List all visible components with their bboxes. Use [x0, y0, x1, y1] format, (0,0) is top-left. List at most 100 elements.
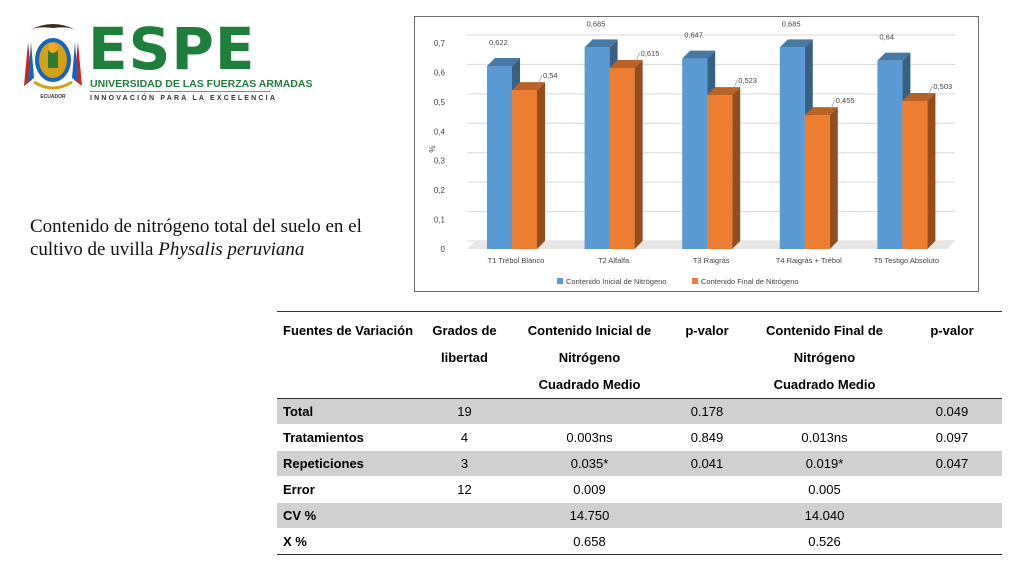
bar: [487, 65, 512, 249]
data-label: 0,455: [836, 96, 855, 105]
bar: [682, 58, 708, 250]
y-tick-label: 0,4: [434, 127, 446, 136]
data-label-leader: [830, 99, 836, 110]
x-tick-label: T1 Trébol Blanco: [488, 256, 545, 265]
source-cell: Tratamientos: [277, 424, 417, 451]
col-header-line: p-valor: [685, 323, 729, 338]
bar-top: [877, 52, 911, 61]
bar-side: [927, 92, 936, 249]
df-cell: 4: [417, 424, 512, 451]
bar-side: [829, 107, 838, 249]
final-pvalue-cell: 0.049: [902, 398, 1002, 425]
col-header-line: Cuadrado Medio: [773, 377, 876, 392]
y-tick-label: 0,7: [434, 39, 446, 48]
data-label-leader: [928, 85, 933, 96]
col-header-line: p-valor: [930, 323, 974, 338]
col-header-line: libertad: [441, 350, 488, 365]
x-tick-label: T2 Alfalfa: [598, 256, 630, 265]
y-tick-label: 0,6: [434, 68, 446, 77]
bar: [584, 47, 610, 250]
y-axis-label: %: [428, 145, 437, 152]
data-label: 0,54: [543, 71, 558, 80]
x-tick-label: T3 Raigrás: [693, 256, 730, 265]
initial-ms-cell: [512, 398, 667, 425]
bar: [877, 60, 903, 250]
col-header-line: Contenido Inicial de: [527, 323, 652, 338]
initial-pvalue-cell: 0.849: [667, 424, 747, 451]
x-tick-label: T5 Testigo Absoluto: [874, 256, 939, 265]
col-header-line: Fuentes de Variación: [283, 323, 414, 338]
bar: [804, 115, 830, 249]
bar-side: [537, 82, 545, 249]
bar-top: [682, 50, 716, 59]
caption-species: Physalis peruviana: [158, 239, 305, 260]
final-pvalue-cell: [902, 502, 1002, 529]
initial-pvalue-cell: [667, 476, 747, 503]
y-tick-label: 0,2: [434, 186, 446, 195]
legend-swatch: [557, 278, 563, 284]
slide-caption: Contenido de nitrógeno total del suelo e…: [30, 215, 400, 261]
y-tick-label: 0,5: [434, 98, 446, 107]
ecuador-coat-of-arms-icon: [24, 24, 82, 90]
final-ms-cell: 0.013ns: [747, 424, 902, 451]
table-row: Error 12 0.009 0.005: [277, 476, 1002, 503]
bar-top: [609, 60, 643, 69]
source-cell: Total: [277, 398, 417, 425]
col-header-final-pvalue: p-valor: [902, 311, 1002, 399]
data-label: 0,622: [489, 38, 508, 47]
bar: [609, 68, 635, 249]
final-pvalue-cell: 0.097: [902, 424, 1002, 451]
brand-subtitle: UNIVERSIDAD DE LAS FUERZAS ARMADAS: [90, 78, 313, 90]
table-row: CV % 14.750 14.040: [277, 502, 1002, 529]
col-header-line: Cuadrado Medio: [538, 377, 641, 392]
seal-caption: ECUADOR: [40, 94, 66, 100]
table-row: Total 19 0.178 0.049: [277, 398, 1002, 425]
espe-logo: ECUADOR ESPE UNIVERSIDAD DE LAS FUERZAS …: [22, 18, 312, 108]
col-header-df: Grados de libertad: [417, 311, 512, 399]
table-row: X % 0.658 0.526: [277, 528, 1002, 555]
df-cell: 12: [417, 476, 512, 503]
table-header-row: Fuentes de Variación Grados de libertad …: [277, 311, 1002, 399]
initial-ms-cell: 0.009: [512, 476, 667, 503]
df-cell: 19: [417, 398, 512, 425]
initial-pvalue-cell: [667, 528, 747, 555]
final-pvalue-cell: 0.047: [902, 450, 1002, 477]
data-label: 0,615: [641, 49, 660, 58]
final-ms-cell: [747, 398, 902, 425]
source-cell: X %: [277, 528, 417, 555]
col-header-line: Nitrógeno: [558, 350, 621, 365]
bar-top: [512, 82, 545, 91]
df-cell: 3: [417, 450, 512, 477]
bar: [707, 95, 733, 250]
bar-side: [634, 60, 643, 250]
initial-pvalue-cell: 0.041: [667, 450, 747, 477]
df-cell: [417, 502, 512, 529]
initial-ms-cell: 0.003ns: [512, 424, 667, 451]
chart-canvas: 0 0,1 0,2 0,3 0,4 0,5 0,6 0,7% 0,622 0,54 T1 Trébo…: [428, 19, 955, 286]
bar-side: [732, 87, 741, 250]
df-cell: [417, 528, 512, 555]
bar: [779, 47, 805, 250]
bar-top: [707, 87, 741, 96]
bar-top: [902, 92, 936, 101]
initial-ms-cell: 0.035*: [512, 450, 667, 477]
legend-label: Contenido Final de Nitrógeno: [701, 277, 799, 286]
anova-table: Fuentes de Variación Grados de libertad …: [277, 311, 1002, 555]
nitrogen-chart: 0 0,1 0,2 0,3 0,4 0,5 0,6 0,7% 0,622 0,54 T1 Trébo…: [414, 16, 979, 292]
col-header-line: Grados de: [432, 323, 497, 338]
bar-top: [487, 57, 520, 66]
y-tick-label: 0,3: [434, 157, 446, 166]
data-label: 0,647: [684, 31, 703, 40]
data-label: 0,64: [879, 33, 894, 42]
col-header-initial-pvalue: p-valor: [667, 311, 747, 399]
final-ms-cell: 0.019*: [747, 450, 902, 477]
legend-swatch: [692, 278, 698, 284]
data-label: 0,523: [738, 76, 757, 85]
data-label: 0,503: [933, 82, 952, 91]
y-tick-label: 0: [441, 245, 446, 254]
table-row: Tratamientos 4 0.003ns 0.849 0.013ns 0.0…: [277, 424, 1002, 451]
legend-label: Contenido Inicial de Nitrógeno: [566, 277, 666, 286]
data-label-leader: [732, 79, 738, 90]
initial-pvalue-cell: 0.178: [667, 398, 747, 425]
col-header-initial-ms: Contenido Inicial de Nitrógeno Cuadrado …: [512, 311, 667, 399]
